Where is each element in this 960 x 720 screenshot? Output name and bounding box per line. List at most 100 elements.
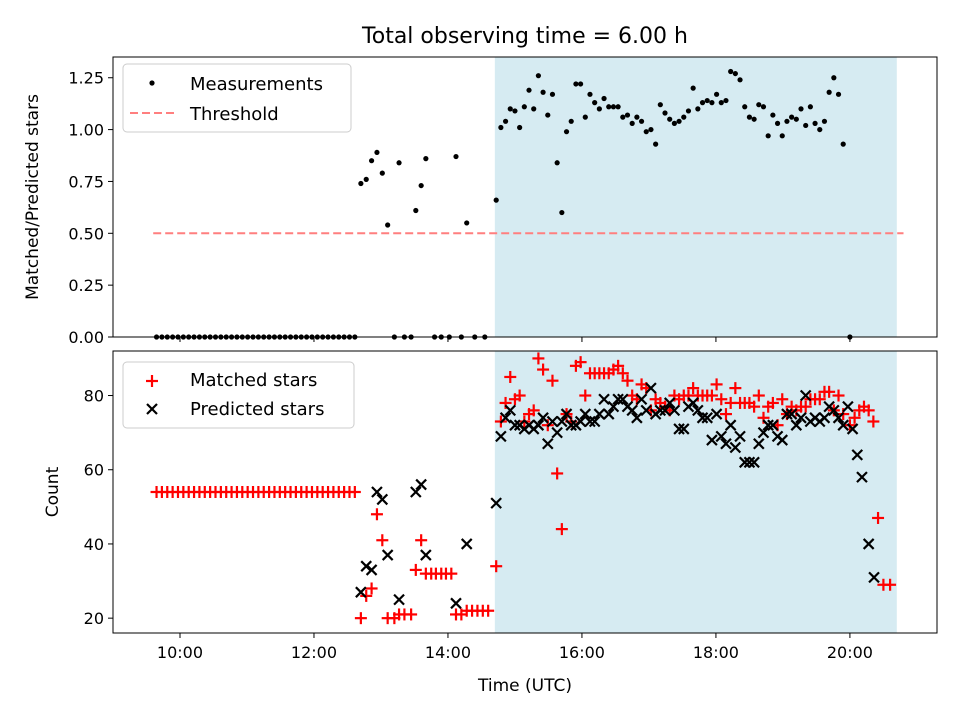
observing-window-bottom <box>494 351 897 633</box>
measurement-point <box>624 112 631 118</box>
predicted-star-point <box>355 586 367 598</box>
matched-star-point <box>616 367 629 380</box>
measurement-point <box>662 110 668 116</box>
measurement-point <box>379 170 385 176</box>
matched-star-point <box>705 389 718 402</box>
measurement-point <box>718 100 724 106</box>
measurement-point <box>737 77 743 83</box>
predicted-star-point <box>360 560 373 572</box>
measurement-point <box>512 108 518 114</box>
ratio-panel: 0.00 0.25 0.50 0.75 1.00 1.25 Matched/Predict… <box>23 56 938 347</box>
predicted-star-point <box>846 423 859 435</box>
predicted-star-point <box>631 412 643 424</box>
measurement-point <box>517 124 523 131</box>
measurement-point <box>568 118 574 124</box>
predicted-star-point <box>495 430 507 443</box>
measurement-point <box>774 120 781 126</box>
measurement-point <box>453 153 459 160</box>
predicted-star-point <box>687 397 699 409</box>
measurement-point <box>418 182 424 189</box>
legend-measurements-label: Measurements <box>190 74 323 95</box>
predicted-star-point <box>537 412 549 424</box>
measurement-point <box>643 129 649 135</box>
matched-star-point <box>409 563 422 576</box>
top-legend-box <box>122 63 352 133</box>
matched-star-point <box>354 612 367 625</box>
predicted-star-point <box>450 597 462 610</box>
predicted-star-point <box>612 393 624 406</box>
predicted-star-point <box>626 404 638 417</box>
bottom-y-ticks: 20 40 60 80 <box>84 387 113 628</box>
measurement-point <box>385 222 391 228</box>
measurement-point <box>559 209 565 216</box>
measurement-point <box>751 116 757 122</box>
y-tick-label: 1.25 <box>68 69 104 88</box>
measurement-point <box>606 104 612 110</box>
predicted-star-point <box>799 389 812 402</box>
measurement-point <box>502 118 509 124</box>
x-tick-label: 12:00 <box>291 643 337 662</box>
measurement-point <box>690 85 696 91</box>
predicted-star-point <box>818 412 831 424</box>
predicted-star-point <box>460 538 473 550</box>
measurement-point <box>587 91 593 97</box>
measurement-point <box>812 120 818 126</box>
measurement-point <box>531 106 537 112</box>
matched-star-point <box>862 404 875 417</box>
measurement-point <box>746 114 753 120</box>
matched-star-point <box>527 404 540 417</box>
matched-star-point <box>748 400 761 413</box>
y-tick-label: 0.50 <box>68 224 104 243</box>
predicted-star-point <box>701 412 713 424</box>
predicted-star-point <box>579 408 592 420</box>
matched-star-point <box>752 389 765 402</box>
predicted-star-point <box>828 404 840 417</box>
x-axis-label: Time (UTC) <box>477 676 572 696</box>
measurement-point <box>578 81 584 87</box>
matched-star-point <box>612 359 625 372</box>
predicted-star-point <box>767 419 779 431</box>
measurement-point <box>756 102 762 108</box>
predicted-star-point <box>593 408 606 420</box>
matched-star-point <box>832 389 845 402</box>
predicted-star-point <box>588 415 601 428</box>
matched-star-point <box>365 582 378 595</box>
predicted-star-point <box>420 549 432 561</box>
predicted-star-point <box>743 456 756 469</box>
measurement-point <box>526 87 532 93</box>
matched-star-point <box>574 356 587 369</box>
measurement-point <box>789 114 795 120</box>
top-y-axis-label: Matched/Predicted stars <box>23 94 43 300</box>
measurement-point <box>798 106 804 112</box>
measurement-point <box>723 97 729 104</box>
predicted-star-point <box>781 408 793 420</box>
measurement-point <box>699 100 706 106</box>
predicted-star-point <box>795 412 807 424</box>
matched-star-point <box>710 378 723 391</box>
top-axes-frame <box>112 56 938 338</box>
predicted-star-point <box>868 571 880 584</box>
matched-star-point <box>621 374 634 387</box>
predicted-star-point <box>757 426 770 439</box>
predicted-star-point <box>724 419 737 431</box>
measurement-point <box>634 114 640 120</box>
predicted-star-point <box>663 397 676 409</box>
measurement-point <box>728 68 734 75</box>
predicted-star-point <box>673 423 685 435</box>
matched-star-point <box>813 393 826 406</box>
measurement-point <box>742 104 748 110</box>
matched-star-point <box>445 567 458 580</box>
predicted-stars-points <box>355 382 880 610</box>
measurement-point <box>396 160 402 166</box>
matched-star-point <box>532 352 545 365</box>
predicted-star-point <box>381 549 394 561</box>
x-tick-label: 16:00 <box>559 643 605 662</box>
legend-predicted-marker <box>146 403 158 415</box>
bottom-legend-box <box>122 361 355 429</box>
measurement-point <box>563 129 570 135</box>
matched-star-point <box>551 467 564 480</box>
measurement-point <box>648 126 654 133</box>
measurement-point <box>667 116 673 122</box>
